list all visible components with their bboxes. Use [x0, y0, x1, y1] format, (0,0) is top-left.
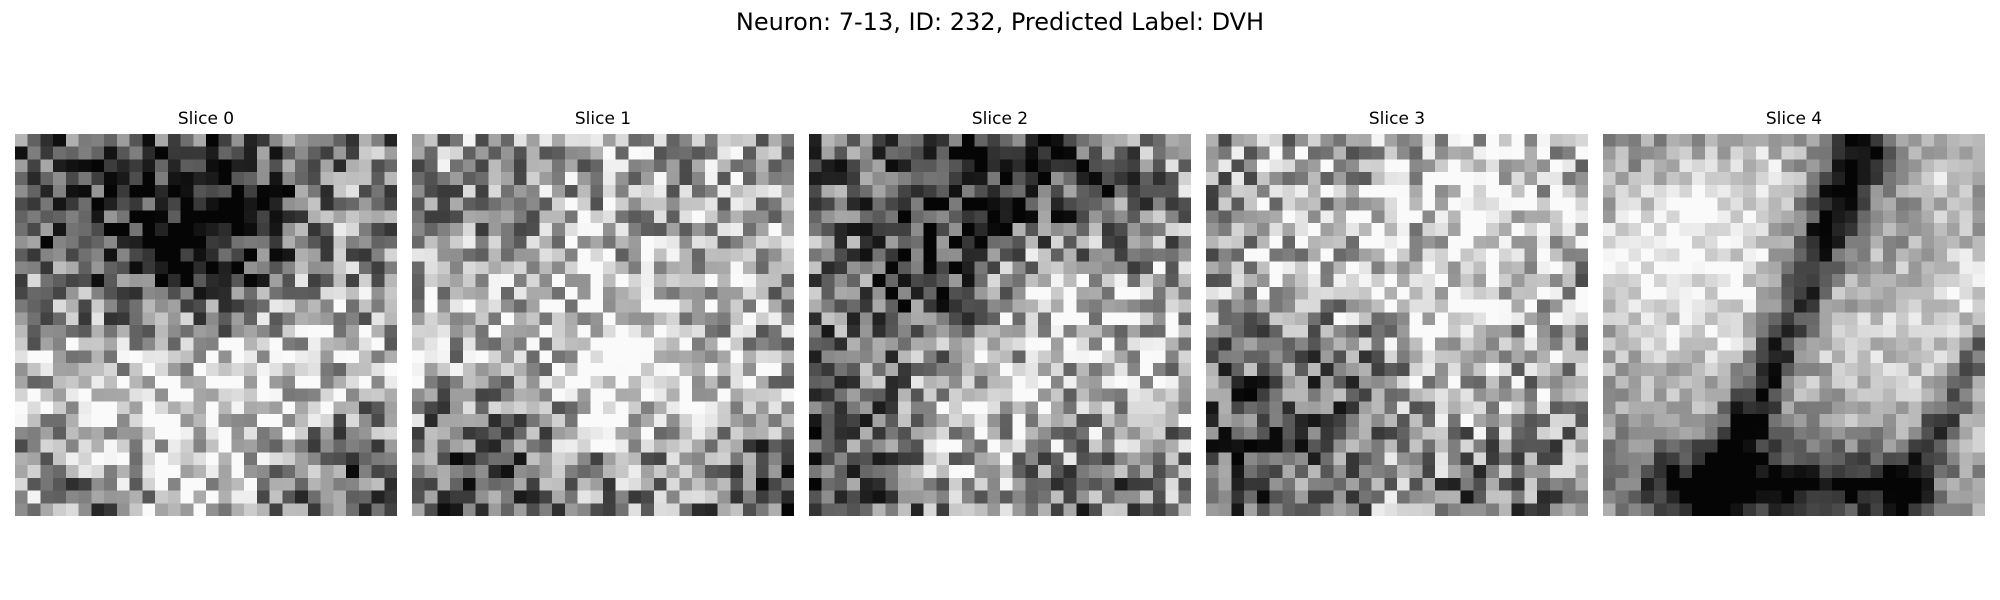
slice-panel-0: Slice 0 — [15, 108, 397, 518]
slice-panel-3: Slice 3 — [1206, 108, 1588, 518]
slice-panel-1: Slice 1 — [412, 108, 794, 518]
figure-title: Neuron: 7-13, ID: 232, Predicted Label: … — [735, 8, 1265, 36]
slice-title-2: Slice 2 — [971, 109, 1029, 129]
slice-title-4: Slice 4 — [1765, 109, 1823, 129]
slice-title-0: Slice 0 — [177, 109, 235, 129]
slice-image-0 — [15, 134, 397, 516]
slice-image-2 — [809, 134, 1191, 516]
slice-panel-2: Slice 2 — [809, 108, 1191, 518]
slice-title-1: Slice 1 — [574, 109, 632, 129]
slice-title-3: Slice 3 — [1368, 109, 1426, 129]
slice-image-4 — [1603, 134, 1985, 516]
slice-image-3 — [1206, 134, 1588, 516]
slice-image-1 — [412, 134, 794, 516]
slice-panel-4: Slice 4 — [1603, 108, 1985, 518]
